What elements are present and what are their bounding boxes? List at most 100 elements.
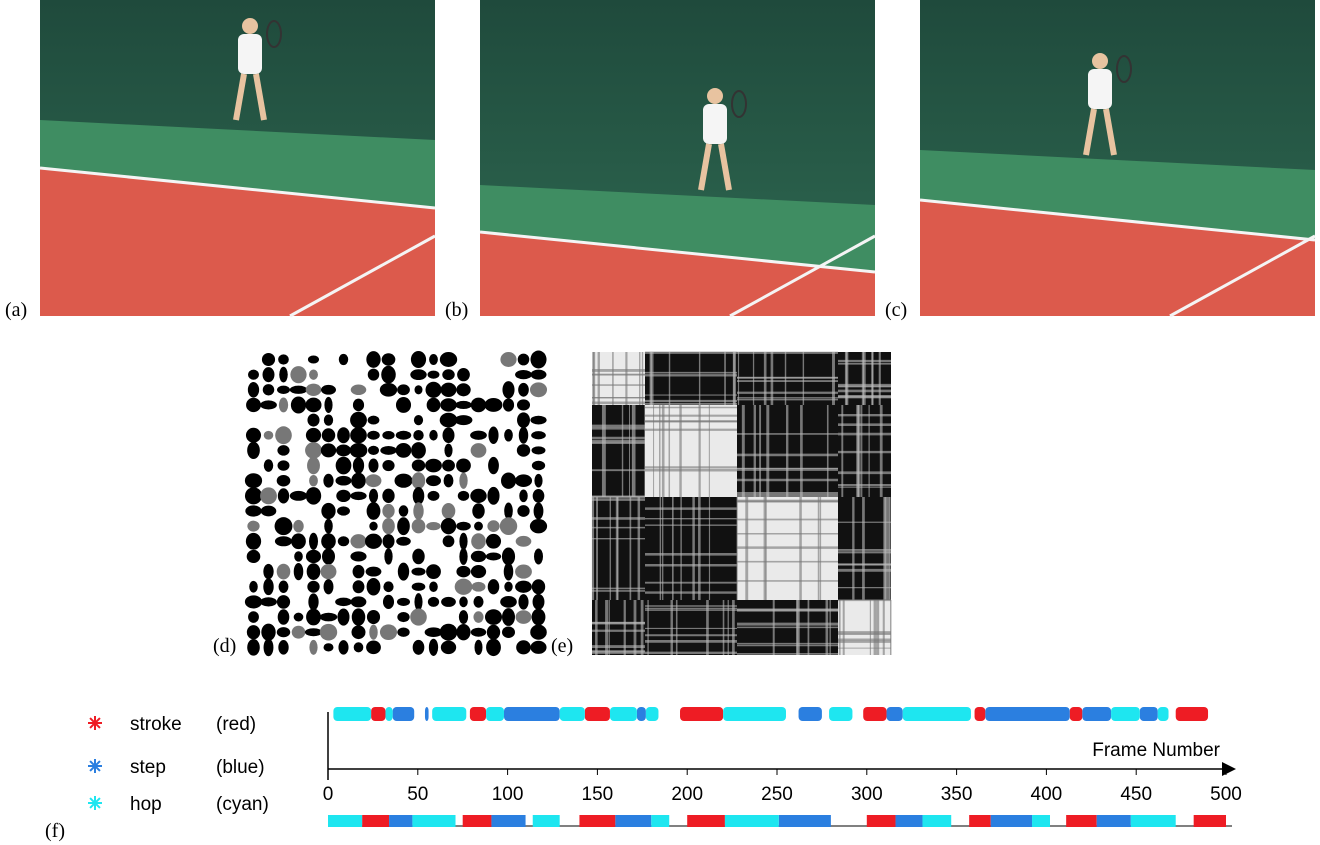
matrix-blob xyxy=(472,503,484,518)
matrix-blob xyxy=(324,397,332,413)
matrix-blob xyxy=(397,517,410,535)
matrix-blob xyxy=(429,430,437,441)
legend-color-name: (cyan) xyxy=(216,794,269,815)
matrix-blob xyxy=(263,367,275,382)
matrix-blob xyxy=(353,399,364,412)
matrix-blob xyxy=(534,502,544,519)
matrix-blob xyxy=(518,354,530,366)
matrix-blob xyxy=(426,475,441,486)
matrix-blob xyxy=(275,536,292,546)
x-tick-label: 500 xyxy=(1210,784,1242,805)
matrix-blob xyxy=(458,491,469,501)
ground-truth-segment xyxy=(389,815,412,827)
matrix-blob xyxy=(532,461,545,471)
matrix-blob xyxy=(410,608,427,625)
panel-label: (e) xyxy=(551,635,573,657)
matrix-blob xyxy=(309,369,318,379)
matrix-blob xyxy=(321,503,335,519)
matrix-blob xyxy=(382,431,394,439)
detected-segment xyxy=(560,707,585,721)
matrix-blob xyxy=(350,427,367,443)
matrix-blob xyxy=(519,427,528,444)
ground-truth-segment xyxy=(463,815,492,827)
matrix-blob xyxy=(245,595,262,608)
matrix-blob xyxy=(516,640,531,654)
matrix-blob xyxy=(531,370,547,380)
matrix-blob xyxy=(278,488,289,503)
matrix-blob xyxy=(351,473,366,489)
matrix-blob xyxy=(262,353,275,366)
detected-segment xyxy=(470,707,486,721)
matrix-blob xyxy=(411,351,426,368)
matrix-blob xyxy=(321,533,336,549)
matrix-blob xyxy=(518,594,528,609)
matrix-blob xyxy=(275,426,292,444)
matrix-blob xyxy=(278,640,288,655)
matrix-blob xyxy=(455,415,473,425)
matrix-blob xyxy=(503,398,514,411)
matrix-blob xyxy=(248,611,259,623)
matrix-blob xyxy=(487,520,499,532)
matrix-blob xyxy=(516,536,532,547)
matrix-blob xyxy=(441,597,456,607)
timeline: Frame Number0501001502002503003504004505… xyxy=(88,707,1242,827)
ground-truth-segment xyxy=(1066,815,1097,827)
matrix-blob xyxy=(486,534,501,549)
matrix-blob xyxy=(412,519,426,533)
matrix-blob xyxy=(365,534,382,549)
matrix-blob xyxy=(425,382,441,398)
matrix-blob xyxy=(516,610,532,624)
matrix-blob xyxy=(338,536,349,546)
panel-label: (b) xyxy=(445,299,468,321)
matrix-blob xyxy=(339,354,348,365)
matrix-d xyxy=(246,352,546,655)
matrix-blob xyxy=(398,563,409,581)
matrix-blob xyxy=(350,492,366,500)
matrix-blob xyxy=(294,551,303,561)
matrix-blob xyxy=(413,502,423,520)
matrix-blob xyxy=(455,401,472,409)
matrix-blob xyxy=(502,381,514,398)
matrix-blob xyxy=(277,445,289,455)
matrix-blob xyxy=(413,430,423,440)
matrix-blob xyxy=(531,431,546,439)
matrix-blob xyxy=(382,489,394,503)
matrix-blob xyxy=(488,579,500,594)
matrix-blob xyxy=(248,370,259,380)
matrix-blob xyxy=(263,564,273,579)
matrix-blob xyxy=(337,427,350,443)
matrix-block xyxy=(645,352,737,405)
matrix-blob xyxy=(320,624,337,641)
matrix-blob xyxy=(442,503,456,519)
player-body xyxy=(703,104,727,144)
matrix-blob xyxy=(246,533,261,550)
matrix-blob xyxy=(502,547,515,565)
matrix-blob xyxy=(515,474,532,487)
detected-segment xyxy=(585,707,610,721)
matrix-blob xyxy=(456,383,470,396)
matrix-blob xyxy=(414,385,422,394)
matrix-blob xyxy=(307,563,321,580)
matrix-blob xyxy=(246,428,261,443)
matrix-blob xyxy=(442,369,454,380)
matrix-blob xyxy=(412,549,424,565)
matrix-blob xyxy=(278,609,290,625)
matrix-blob xyxy=(471,565,486,578)
matrix-blob xyxy=(397,598,410,606)
matrix-blob xyxy=(248,382,259,398)
matrix-blob xyxy=(429,354,438,365)
matrix-blob xyxy=(308,593,318,610)
ground-truth-segment xyxy=(579,815,615,827)
matrix-blob xyxy=(336,490,350,502)
matrix-blob xyxy=(442,460,455,472)
matrix-blob xyxy=(324,643,334,651)
matrix-blob xyxy=(306,609,321,626)
matrix-blob xyxy=(504,582,512,592)
matrix-blob xyxy=(502,626,515,637)
matrix-blob xyxy=(515,370,532,379)
matrix-blob xyxy=(382,534,394,548)
matrix-blob xyxy=(380,383,397,397)
matrix-blob xyxy=(382,518,395,534)
matrix-blob xyxy=(473,596,483,608)
ground-truth-segment xyxy=(328,815,362,827)
